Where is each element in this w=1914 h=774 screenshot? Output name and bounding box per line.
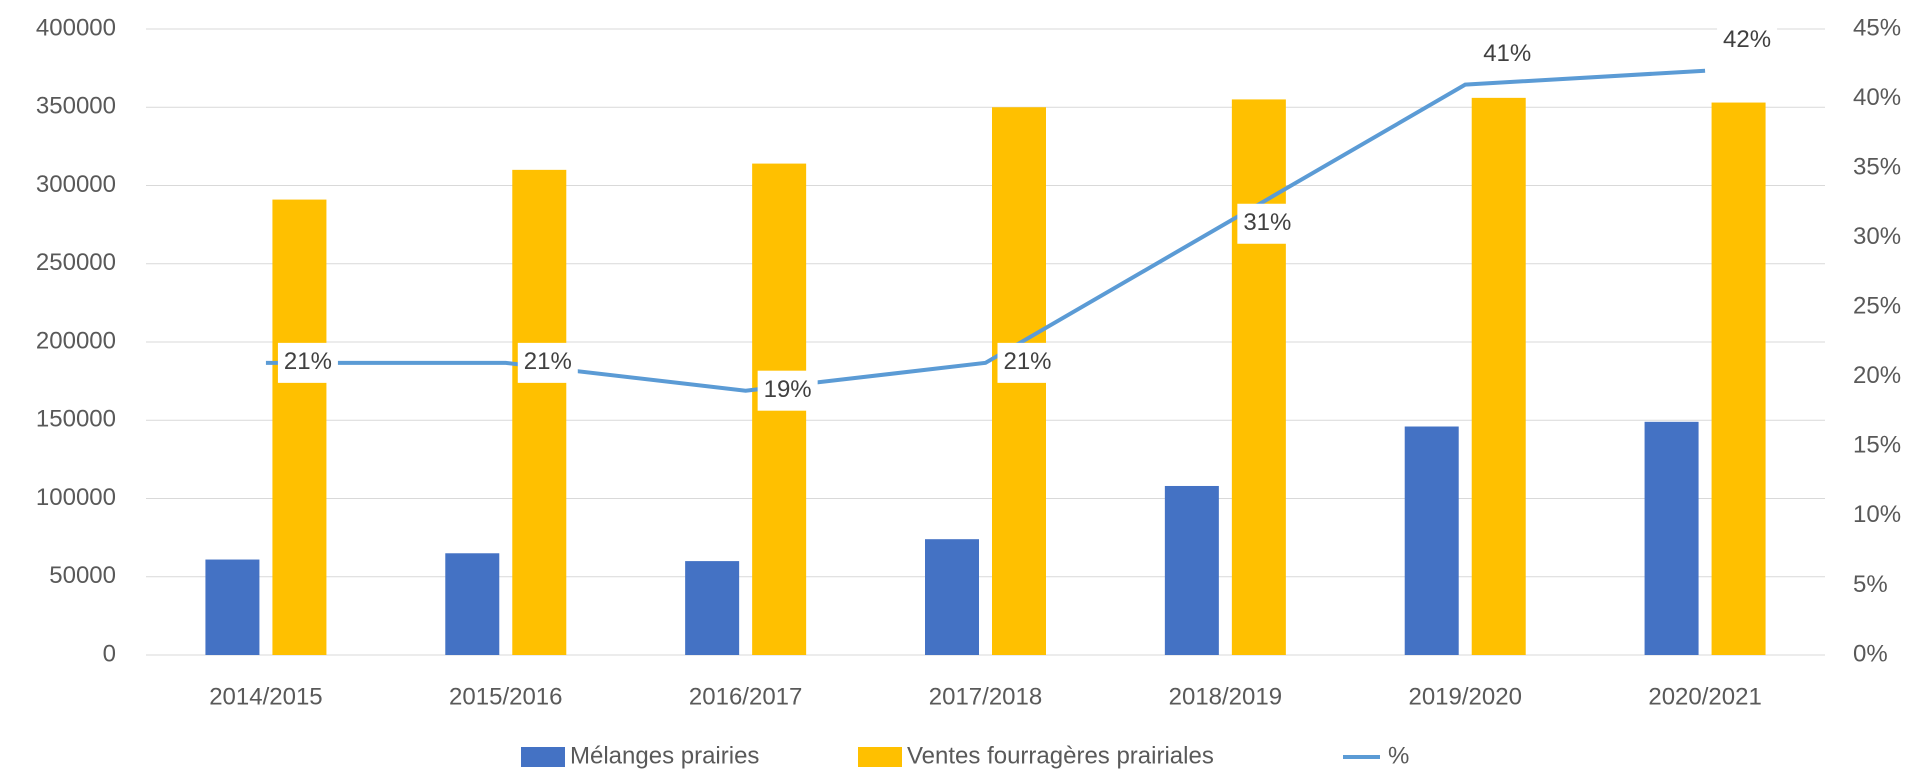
data-label-box (1477, 34, 1538, 75)
y-tick-label: 150000 (36, 406, 116, 433)
x-tick-label: 2017/2018 (929, 683, 1042, 710)
y2-tick-label: 30% (1853, 223, 1901, 250)
x-tick-label: 2016/2017 (689, 683, 802, 710)
x-tick-label: 2019/2020 (1408, 683, 1521, 710)
legend-label: % (1388, 742, 1409, 769)
y-tick-label: 100000 (36, 484, 116, 511)
legend-label: Ventes fourragères prairiales (907, 742, 1214, 769)
y-tick-label: 0 (103, 640, 116, 667)
bar (1711, 102, 1766, 656)
bar (272, 199, 327, 655)
y-tick-label: 250000 (36, 249, 116, 276)
y2-tick-label: 35% (1853, 153, 1901, 180)
data-label-box (517, 342, 578, 383)
legend-swatch (858, 747, 902, 767)
x-tick-label: 2015/2016 (449, 683, 562, 710)
x-tick-label: 2018/2019 (1169, 683, 1282, 710)
x-tick-label: 2020/2021 (1648, 683, 1761, 710)
bar (1644, 421, 1699, 655)
data-label-box (1717, 20, 1778, 61)
bar (205, 559, 260, 655)
bar (445, 553, 500, 655)
data-label: 19% (764, 376, 812, 403)
y-tick-label: 300000 (36, 171, 116, 198)
y2-tick-label: 20% (1853, 362, 1901, 389)
legend-swatch (521, 747, 565, 767)
y2-tick-label: 40% (1853, 84, 1901, 111)
y-tick-label: 50000 (49, 562, 116, 589)
y-tick-label: 400000 (36, 14, 116, 41)
y2-tick-label: 15% (1853, 432, 1901, 459)
data-label-box (1237, 203, 1298, 244)
y2-tick-label: 25% (1853, 293, 1901, 320)
data-label-box (757, 370, 818, 411)
bar (1164, 485, 1219, 655)
bar (1231, 99, 1286, 656)
data-label: 21% (284, 348, 332, 375)
bar (925, 539, 979, 655)
y-tick-label: 200000 (36, 327, 116, 354)
data-label: 21% (524, 348, 572, 375)
data-label: 41% (1483, 40, 1531, 67)
bar (1404, 426, 1459, 655)
data-label-box (997, 342, 1058, 383)
x-tick-label: 2014/2015 (209, 683, 322, 710)
bar (512, 169, 567, 655)
y2-tick-label: 45% (1853, 14, 1901, 41)
legend-label: Mélanges prairies (570, 742, 759, 769)
data-label: 31% (1243, 209, 1291, 236)
data-label-box (277, 342, 338, 383)
line (265, 68, 1706, 393)
y-tick-label: 350000 (36, 93, 116, 120)
bar (685, 561, 740, 655)
y2-tick-label: 0% (1853, 640, 1888, 667)
y2-tick-label: 5% (1853, 571, 1888, 598)
bar (1471, 97, 1526, 656)
y2-tick-label: 10% (1853, 501, 1901, 528)
data-label: 21% (1003, 348, 1051, 375)
data-label: 42% (1723, 26, 1771, 53)
